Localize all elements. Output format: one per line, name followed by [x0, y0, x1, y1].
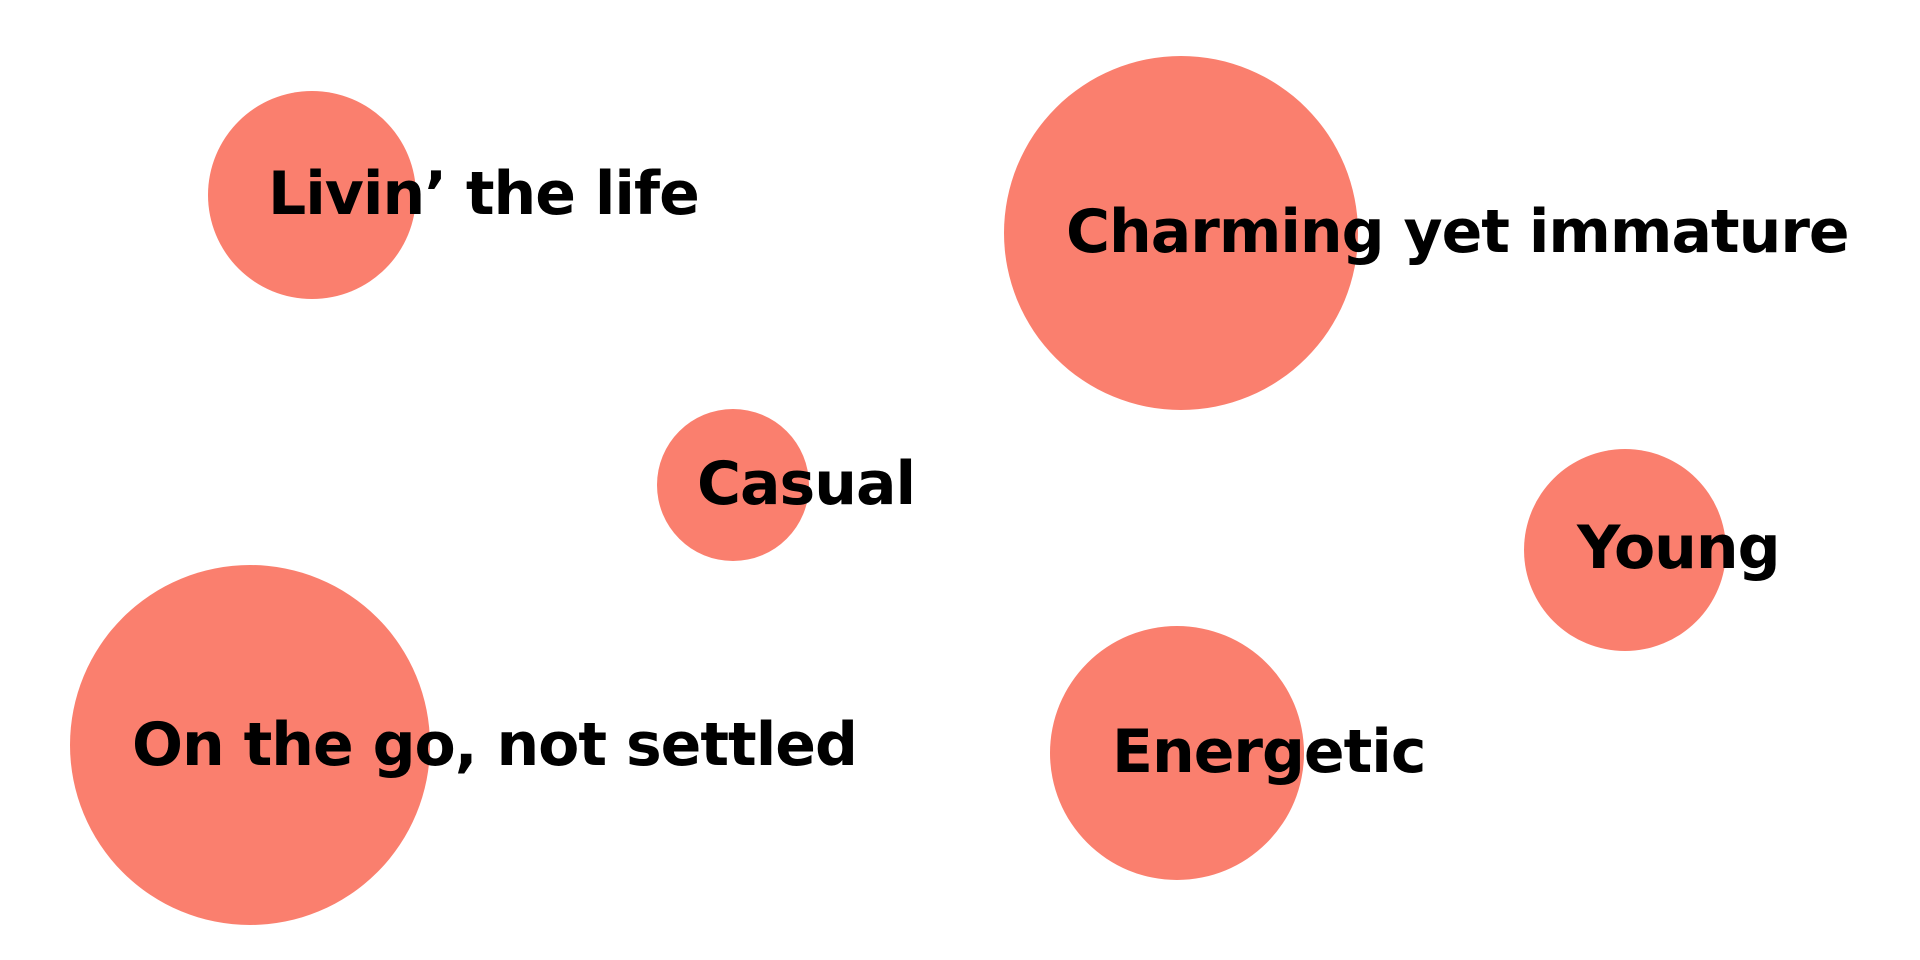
label-on-the-go-not-settled: On the go, not settled: [132, 710, 858, 780]
label-energetic: Energetic: [1112, 717, 1426, 787]
bubble-on-the-go-not-settled: [70, 565, 430, 925]
label-charming-yet-immature: Charming yet immature: [1066, 197, 1850, 267]
bubble-charming-yet-immature: [1004, 56, 1358, 410]
bubble-energetic: [1050, 626, 1304, 880]
bubble-casual: [657, 409, 809, 561]
label-young: Young: [1577, 513, 1781, 583]
label-casual: Casual: [697, 449, 916, 519]
bubble-young: [1524, 449, 1726, 651]
bubble-livin-the-life: [208, 91, 416, 299]
label-livin-the-life: Livin’ the life: [268, 159, 700, 229]
